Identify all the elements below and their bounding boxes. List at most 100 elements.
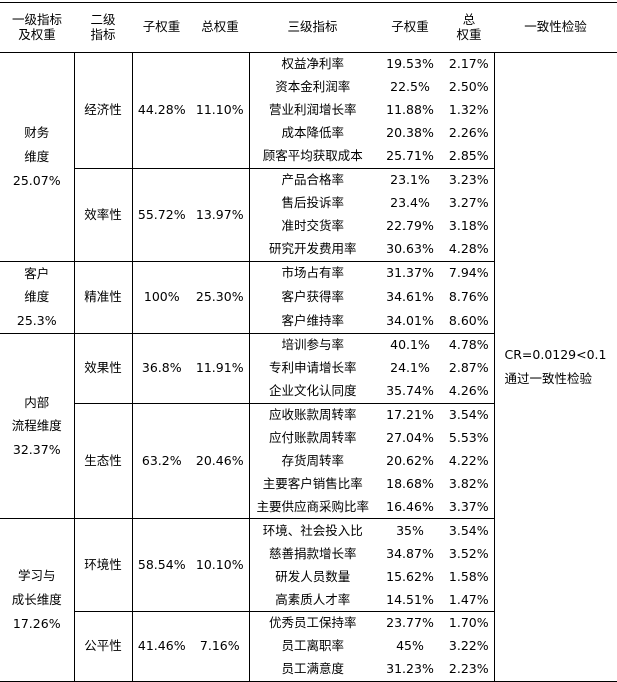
level2-sub-weight: 44.28% [132,52,191,169]
level3-total-weight: 4.22% [444,449,495,473]
table-row: 企业文化认同度 35.74% 4.26% [0,379,617,404]
level2-sub-weight: 55.72% [132,168,191,262]
level3-sub-weight: 30.63% [376,238,444,262]
table-row: 应付账款周转率 27.04% 5.53% [0,426,617,450]
table-row: 营业利润增长率 11.88% 1.32% [0,98,617,123]
level3-sub-weight: 17.21% [386,406,434,422]
level3-total-weight: 2.87% [444,356,495,380]
table-header: 一级指标 及权重 二级 指标 子权重 总权重 三级指标 子权重 总 权重 一致性… [0,2,617,53]
header-consistency: 一致性检验 [494,2,617,53]
level3-total-weight: 2.26% [444,122,495,146]
level2-sub-weight: 100% [132,261,191,334]
level3-total-weight: 2.17% [444,52,495,76]
level3-total-weight: 1.47% [444,588,495,613]
level3-total-weight: 1.70% [444,611,495,635]
table-row: 研究开发费用率 30.63% 4.28% [0,238,617,262]
level3-sub-weight: 14.51% [376,588,444,613]
level3-name: 员工离职率 [248,634,376,659]
table-row: 存货周转率 20.62% 4.22% [0,449,617,473]
level3-total-weight: 1.58% [444,565,495,589]
table-row: 财务 维度 25.07% 经济性 44.28% 11.10% 权益净利率 19.53% 2.17… [0,52,617,682]
level3-sub-weight: 40.1% [390,337,430,353]
level3-sub-weight: 16.46% [376,495,444,520]
table-row: 研发人员数量 15.62% 1.58% [0,565,617,589]
level3-name: 研发人员数量 [248,565,376,589]
level3-name: 环境、社会投入比 [248,518,376,543]
level2-total-weight: 25.30% [191,261,250,334]
table-row: 资本金利润率 22.5% 2.50% [0,75,617,99]
level1-cell: 学习与 成长维度 17.26% [0,518,75,682]
level3-sub-weight: 23.1% [390,172,430,188]
table-row: 准时交货率 22.79% 3.18% [0,214,617,238]
level3-total-weight: 4.78% [444,333,495,357]
table-row: 生态性 63.2% 20.46% 应收账款周转率 17.21% 3.54% [0,403,617,520]
level3-total-weight: 7.94% [444,261,495,286]
level3-sub-weight: 15.62% [386,568,434,584]
level3-total-weight: 3.27% [444,191,495,215]
level3-name: 员工满意度 [248,658,376,682]
level3-total-weight: 3.52% [444,542,495,566]
level2-total-weight: 20.46% [191,403,250,520]
table-row: 内部 流程维度 32.37% 效果性 36.8% 11.91% 培训参与率 40.1% 4.78… [0,333,617,520]
level3-sub-weight: 22.5% [390,79,430,95]
level1-cell: 内部 流程维度 32.37% [0,333,75,520]
level3-total-weight: 3.54% [444,518,495,543]
level3-total-weight: 3.18% [444,214,495,238]
level3-sub-weight: 22.79% [386,218,434,234]
level3-total-weight: 8.76% [444,285,495,310]
level2-name: 环境性 [74,518,133,613]
table-row: 员工满意度 31.23% 2.23% [0,658,617,682]
level2-total-weight: 7.16% [191,611,250,682]
header-level3: 三级指标 [249,2,376,53]
level2-total-weight: 11.10% [191,52,250,169]
level3-sub-weight: 20.38% [386,125,434,141]
level3-sub-weight: 35.74% [376,379,444,404]
table-body: 财务 维度 25.07% 经济性 44.28% 11.10% 权益净利率 19.53% 2.17… [0,52,617,682]
level3-total-weight: 3.23% [444,168,495,192]
level3-name: 培训参与率 [248,333,376,357]
level3-name: 权益净利率 [248,52,376,76]
level3-name: 企业文化认同度 [248,379,376,404]
level3-total-weight: 4.28% [444,238,495,262]
table-row: 效率性 55.72% 13.97% 产品合格率 23.1% 3.23% [0,168,617,262]
level2-sub-weight: 36.8% [132,333,191,404]
level3-total-weight: 2.85% [444,145,495,169]
level3-total-weight: 4.26% [444,379,495,404]
table-row: 学习与 成长维度 17.26% 环境性 58.54% 10.10% 环境、社会投入比 35% 3… [0,518,617,682]
level2-name: 精准性 [74,261,133,334]
table-row: 客户维持率 34.01% 8.60% [0,309,617,334]
level3-total-weight: 2.50% [444,75,495,99]
level3-sub-weight: 34.61% [386,289,434,305]
level3-total-weight: 2.23% [444,658,495,682]
level3-sub-weight: 34.01% [376,309,444,334]
level3-name: 主要供应商采购比率 [248,495,376,520]
level3-name: 营业利润增长率 [248,98,376,123]
table-row: 专利申请增长率 24.1% 2.87% [0,356,617,380]
level2-name: 效果性 [74,333,133,404]
level3-name: 主要客户销售比率 [248,472,376,496]
header-sub-weight3: 子权重 [376,2,444,53]
level2-name: 经济性 [74,52,133,169]
level3-sub-weight: 20.62% [386,452,434,468]
level3-sub-weight: 23.77% [386,615,434,631]
level3-sub-weight: 31.37% [386,265,434,281]
table-row: 成本降低率 20.38% 2.26% [0,122,617,146]
table-row: 售后投诉率 23.4% 3.27% [0,191,617,215]
level3-sub-weight: 27.04% [386,429,434,445]
level3-total-weight: 3.37% [444,495,495,520]
level3-total-weight: 5.53% [444,426,495,450]
level2-total-weight: 13.97% [191,168,250,262]
level3-sub-weight: 31.23% [376,658,444,682]
level3-name: 应收账款周转率 [248,403,376,427]
level1-cell: 财务 维度 25.07% [0,52,75,262]
level2-name: 公平性 [74,611,133,682]
level3-name: 客户获得率 [248,285,376,310]
level1-cell: 客户 维度 25.3% [0,261,75,334]
level3-name: 高素质人才率 [248,588,376,613]
level3-total-weight: 3.82% [444,472,495,496]
level3-name: 专利申请增长率 [248,356,376,380]
level3-name: 存货周转率 [248,449,376,473]
table-row: 顾客平均获取成本 25.71% 2.85% [0,145,617,169]
level3-name: 研究开发费用率 [248,238,376,262]
